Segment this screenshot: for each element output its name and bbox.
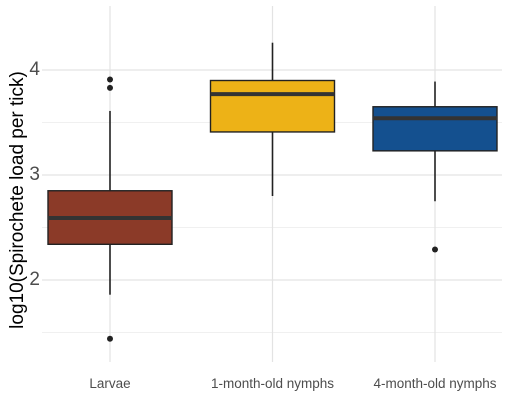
outlier-point — [107, 335, 113, 342]
outlier-point — [107, 76, 113, 83]
y-tick-label: 3 — [29, 164, 40, 185]
y-tick-label: 2 — [29, 269, 40, 290]
box-body — [209, 79, 336, 133]
y-axis-title: log10(Spirochete load per tick) — [7, 71, 28, 329]
box-0 — [47, 76, 173, 342]
x-tick-label: 1-month-old nymphs — [211, 376, 334, 391]
x-tick-label: 4-month-old nymphs — [373, 376, 496, 391]
outlier-point — [107, 84, 113, 91]
box-2 — [372, 81, 498, 253]
y-tick-labels: 2 3 4 — [29, 59, 40, 290]
box-1 — [209, 42, 336, 196]
boxes — [47, 42, 498, 342]
x-tick-label: Larvae — [89, 376, 130, 391]
outlier-point — [432, 246, 438, 253]
y-tick-label: 4 — [29, 59, 40, 80]
box-body — [372, 106, 498, 152]
x-tick-labels: Larvae 1-month-old nymphs 4-month-old nymp… — [89, 376, 496, 391]
